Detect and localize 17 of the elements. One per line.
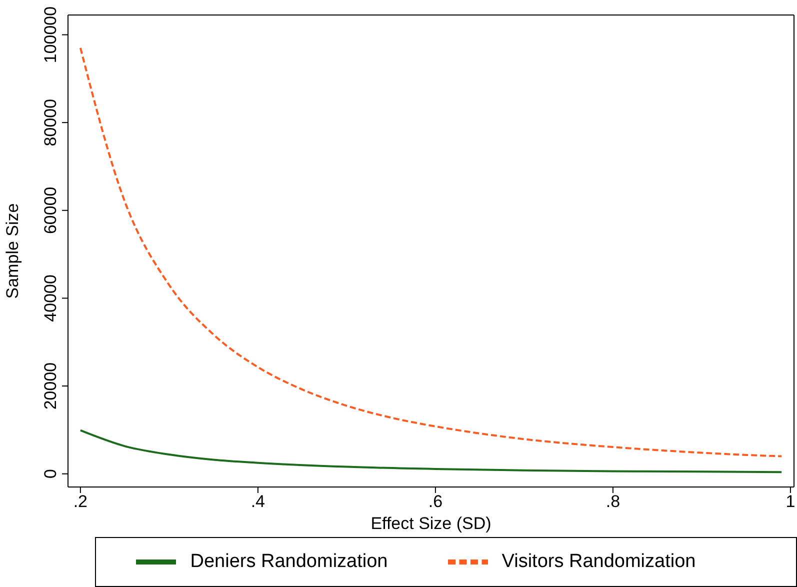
x-tick-label: .4	[250, 492, 266, 512]
y-tick-label: 20000	[41, 362, 60, 410]
x-tick-label: .2	[73, 492, 88, 512]
y-axis-title: Sample Size	[3, 203, 22, 299]
legend-label: Deniers Randomization	[190, 551, 388, 572]
y-tick-label: 80000	[41, 98, 60, 146]
y-tick-label: 40000	[41, 274, 60, 322]
x-tick-label: .8	[606, 492, 620, 512]
y-tick-label: 0	[41, 469, 60, 479]
line-series	[79, 46, 783, 458]
line-series	[79, 429, 783, 474]
x-tick-label: 1	[786, 492, 796, 512]
x-tick-label: .6	[428, 492, 443, 512]
y-tick-label: 100000	[41, 6, 60, 64]
y-tick-label: 60000	[41, 186, 60, 234]
legend-label: Visitors Randomization	[502, 551, 696, 572]
x-axis-title: Effect Size (SD)	[370, 514, 492, 533]
